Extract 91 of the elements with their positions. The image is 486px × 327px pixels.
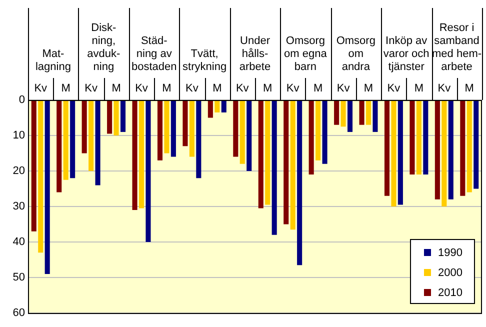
x-tick-label: Kv — [34, 82, 48, 94]
x-tick-label: M — [364, 82, 374, 94]
bar — [416, 100, 422, 175]
x-tick-label: M — [61, 82, 70, 94]
bar — [208, 100, 213, 118]
bar — [240, 100, 245, 164]
x-tick-label: Kv — [286, 82, 300, 94]
bar — [170, 100, 176, 157]
bar — [44, 100, 50, 274]
x-tick-label: M — [263, 82, 272, 94]
x-tick-label: M — [414, 82, 424, 94]
bar — [146, 100, 151, 242]
bar — [347, 100, 353, 132]
y-tick-label: 50 — [12, 272, 25, 284]
x-tick-label: M — [313, 82, 323, 94]
bar — [31, 100, 36, 232]
bar — [334, 100, 340, 125]
bar — [265, 100, 270, 205]
text: Tvätt, strykning — [182, 48, 227, 73]
bar — [120, 100, 126, 132]
bar — [107, 100, 112, 134]
bar — [359, 100, 364, 125]
bar — [308, 100, 314, 175]
text: Städ- ning av bostaden — [131, 35, 177, 73]
bar — [95, 100, 100, 186]
bar — [189, 100, 194, 157]
bar — [164, 100, 170, 154]
y-tick-label: 30 — [12, 200, 25, 213]
x-tick-label: Kv — [438, 82, 452, 94]
y-tick-label: 20 — [12, 165, 25, 178]
bar — [138, 100, 144, 208]
bar — [284, 100, 289, 224]
bar — [290, 100, 296, 230]
bar — [372, 100, 378, 132]
bar — [410, 100, 415, 175]
bar — [38, 100, 44, 253]
bar — [88, 100, 94, 171]
x-tick-label: Kv — [84, 82, 98, 94]
bar — [466, 100, 472, 192]
x-tick-label: M — [112, 82, 121, 94]
bar — [423, 100, 428, 175]
x-tick-label: Kv — [135, 82, 148, 94]
legend-label: 1990 — [438, 247, 462, 260]
bar — [474, 100, 479, 189]
x-tick-label: Kv — [236, 82, 250, 94]
bar — [322, 100, 328, 164]
bar — [233, 100, 238, 157]
bar — [82, 100, 87, 154]
bar — [391, 100, 396, 206]
bar — [366, 100, 372, 125]
bar — [132, 100, 138, 210]
bar — [297, 100, 302, 266]
bar — [398, 100, 403, 205]
text: Omsorg om egna barn — [284, 35, 328, 73]
bar — [214, 100, 220, 112]
bar — [182, 100, 188, 146]
bar — [56, 100, 62, 192]
bar — [114, 100, 119, 136]
text: Omsorg om andra — [336, 35, 376, 73]
y-tick-label: 10 — [12, 130, 25, 142]
x-tick-label: Kv — [336, 82, 350, 94]
bar — [63, 100, 68, 180]
bar — [442, 100, 447, 206]
bar — [340, 100, 346, 127]
bar — [70, 100, 76, 178]
text: Disk- ning, avduk- ning — [87, 22, 121, 73]
bar — [258, 100, 264, 208]
bar — [246, 100, 252, 171]
legend-label: 2010 — [438, 287, 462, 300]
text: Inköp av varor och tjänster — [383, 35, 430, 73]
y-tick-label: 60 — [12, 307, 25, 320]
text: Mat- lagning — [35, 48, 71, 73]
text: Under hålls- arbete — [239, 35, 271, 73]
y-tick-label: 40 — [12, 236, 25, 248]
text: Resor i samband med hem- arbete — [432, 22, 482, 73]
bar — [448, 100, 454, 200]
legend-label: 2000 — [438, 267, 462, 280]
bar — [316, 100, 321, 160]
x-tick-label: M — [212, 82, 222, 94]
x-tick-label: M — [162, 82, 172, 94]
bar — [221, 100, 226, 112]
bar — [272, 100, 277, 235]
bar — [196, 100, 202, 178]
bar — [384, 100, 390, 196]
y-tick-label: 0 — [18, 94, 25, 106]
x-tick-label: M — [464, 82, 474, 94]
bar — [157, 100, 163, 160]
x-tick-label: Kv — [387, 82, 401, 94]
bar — [434, 100, 440, 200]
x-tick-label: Kv — [186, 82, 199, 94]
bar — [460, 100, 466, 196]
